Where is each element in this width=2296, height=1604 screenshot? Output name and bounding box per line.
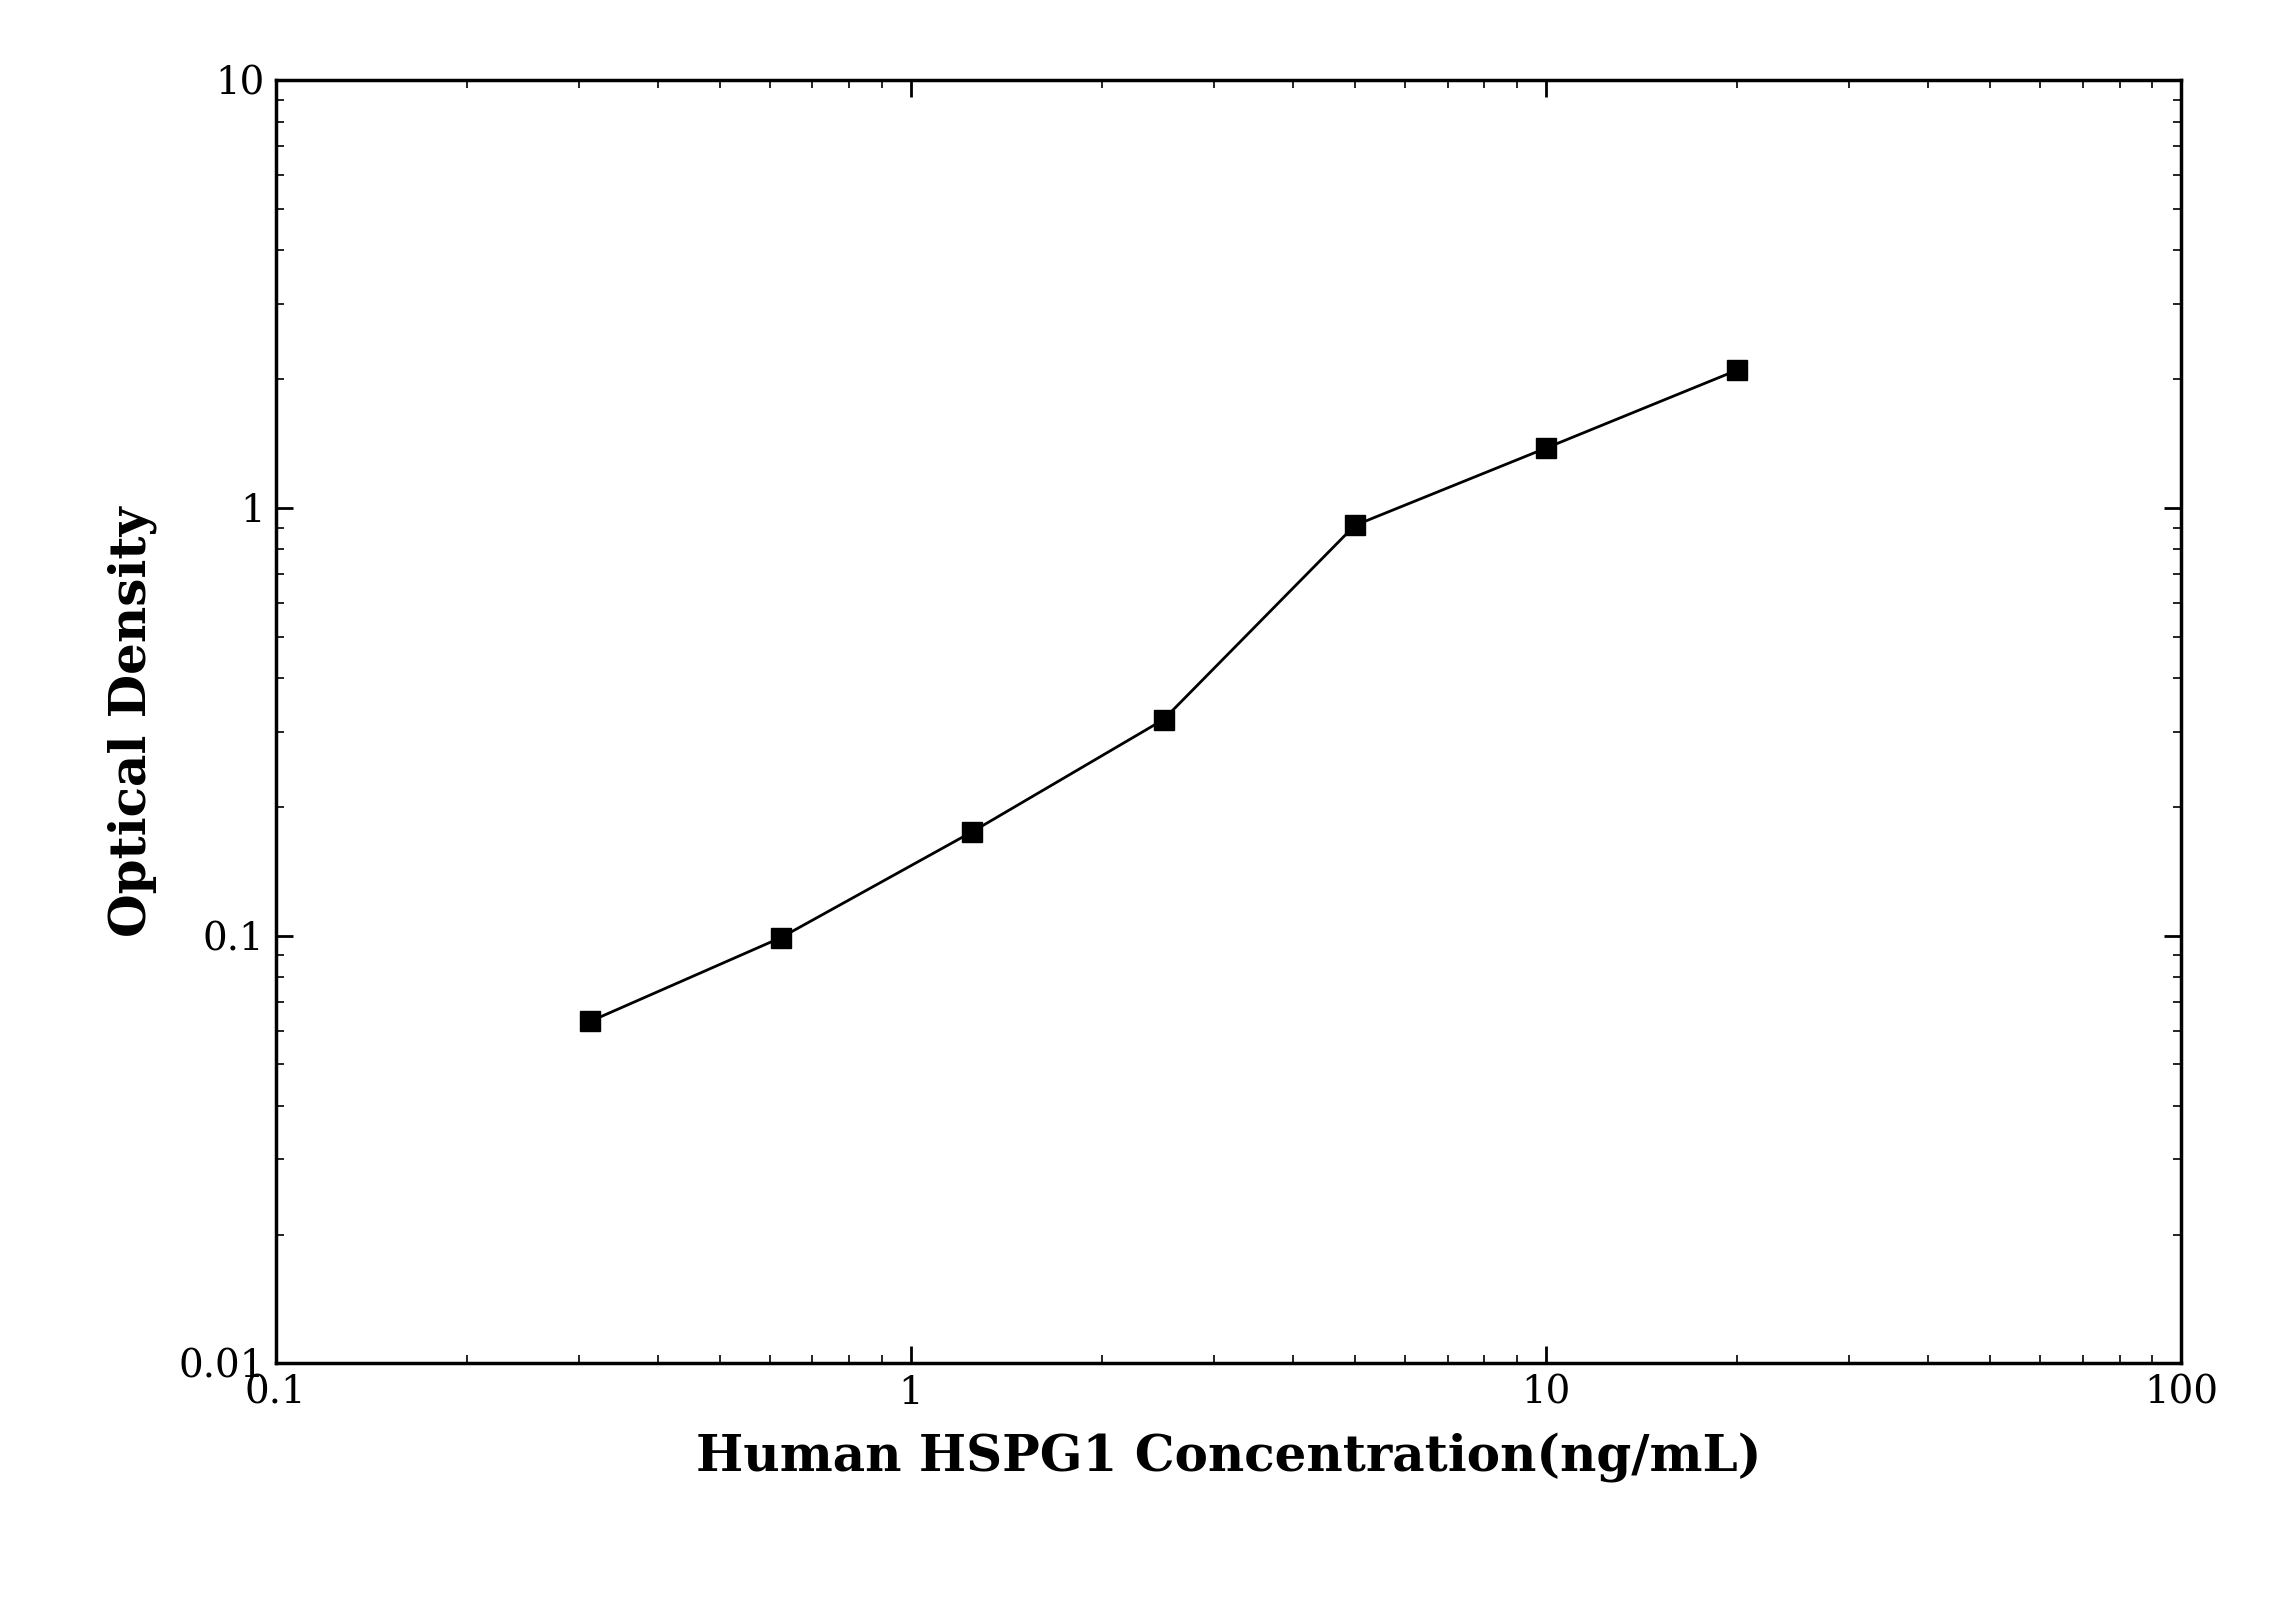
Y-axis label: Optical Density: Optical Density (108, 507, 156, 937)
X-axis label: Human HSPG1 Concentration(ng/mL): Human HSPG1 Concentration(ng/mL) (696, 1432, 1761, 1482)
